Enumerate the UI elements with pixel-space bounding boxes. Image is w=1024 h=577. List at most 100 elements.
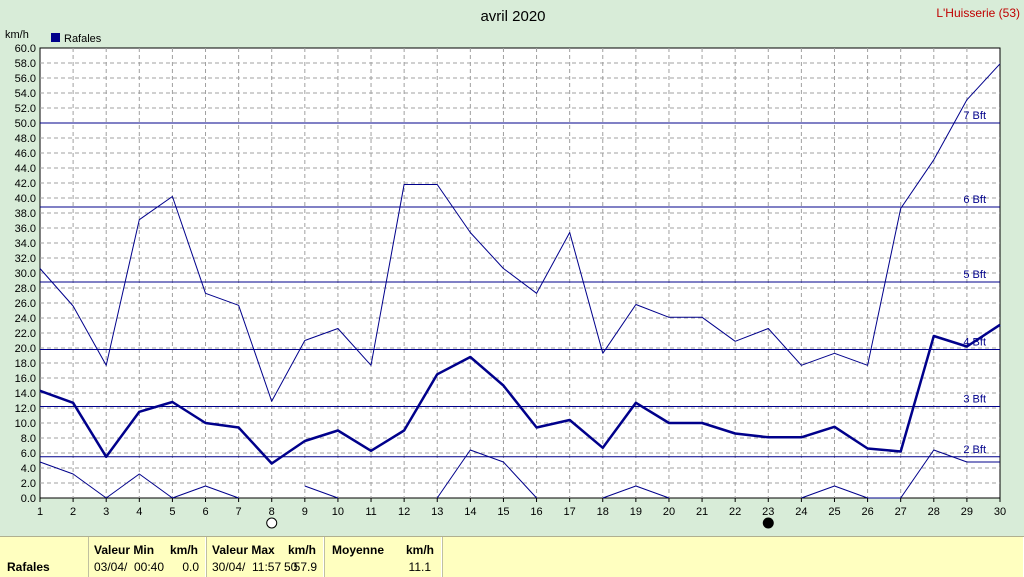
y-tick-label: 22.0 <box>15 328 36 340</box>
min-header: Valeur Min <box>94 543 155 557</box>
new-moon-icon <box>762 517 774 529</box>
x-tick-label: 20 <box>663 506 675 518</box>
x-tick-label: 28 <box>928 506 940 518</box>
y-tick-label: 32.0 <box>15 253 36 265</box>
max-date: 30/04/ <box>212 560 246 574</box>
x-tick-label: 14 <box>464 506 476 518</box>
footer-max-cell: Valeur Max km/h 30/04/ 11:57 50 57.9 <box>206 537 324 577</box>
footer-empty-cell <box>442 537 1024 577</box>
min-unit: km/h <box>170 543 199 557</box>
y-tick-label: 4.0 <box>21 463 36 475</box>
max-time: 11:57 <box>252 560 282 574</box>
x-tick-label: 11 <box>365 506 376 518</box>
x-tick-label: 7 <box>236 506 242 518</box>
beaufort-label: 6 Bft <box>963 194 986 206</box>
y-tick-label: 26.0 <box>15 298 36 310</box>
y-tick-label: 38.0 <box>15 208 36 220</box>
y-tick-label: 54.0 <box>15 88 36 100</box>
x-tick-label: 6 <box>202 506 208 518</box>
footer-label-cell: Rafales <box>0 537 88 577</box>
x-tick-label: 10 <box>332 506 344 518</box>
footer-min-cell: Valeur Min km/h 03/04/ 00:40 0.0 <box>88 537 206 577</box>
x-tick-label: 25 <box>828 506 840 518</box>
y-tick-label: 30.0 <box>15 268 36 280</box>
x-tick-label: 24 <box>795 506 807 518</box>
y-tick-label: 16.0 <box>15 373 36 385</box>
series-line-min <box>39 461 239 499</box>
mean-unit: km/h <box>406 543 435 557</box>
beaufort-label: 3 Bft <box>963 394 986 406</box>
x-tick-label: 16 <box>530 506 542 518</box>
series-line-min <box>436 449 537 499</box>
mean-header: Moyenne <box>332 543 385 557</box>
x-tick-label: 22 <box>729 506 741 518</box>
x-tick-label: 1 <box>37 506 43 518</box>
legend-label: Rafales <box>64 33 102 45</box>
min-value: 0.0 <box>182 560 199 574</box>
y-tick-label: 6.0 <box>21 448 36 460</box>
x-tick-label: 3 <box>103 506 109 518</box>
series-line-min <box>304 485 339 499</box>
legend-swatch <box>51 33 60 42</box>
y-axis-label: km/h <box>5 29 29 41</box>
y-tick-label: 50.0 <box>15 118 36 130</box>
full-moon-icon <box>266 517 278 529</box>
y-tick-label: 12.0 <box>15 403 36 415</box>
y-tick-label: 10.0 <box>15 418 36 430</box>
x-tick-label: 8 <box>269 506 275 518</box>
y-tick-label: 44.0 <box>15 163 36 175</box>
y-tick-label: 28.0 <box>15 283 36 295</box>
moon-phases <box>266 517 774 529</box>
max-header: Valeur Max <box>212 543 275 557</box>
x-tick-label: 26 <box>861 506 873 518</box>
beaufort-label: 2 Bft <box>963 444 986 456</box>
y-tick-label: 40.0 <box>15 193 36 205</box>
series-line-min <box>602 485 670 499</box>
x-tick-label: 13 <box>431 506 443 518</box>
x-tick-label: 29 <box>961 506 973 518</box>
y-tick-label: 2.0 <box>21 478 36 490</box>
x-tick-label: 17 <box>564 506 576 518</box>
y-tick-label: 8.0 <box>21 433 36 445</box>
max-time-end: 50 <box>284 560 298 574</box>
y-tick-label: 34.0 <box>15 238 36 250</box>
y-tick-label: 52.0 <box>15 103 36 115</box>
beaufort-label: 7 Bft <box>963 110 986 122</box>
x-tick-label: 21 <box>696 506 708 518</box>
y-tick-label: 46.0 <box>15 148 36 160</box>
series-line-mean <box>39 323 1001 465</box>
footer-row-label: Rafales <box>7 560 50 574</box>
x-tick-label: 5 <box>169 506 175 518</box>
series-line-max <box>39 63 1001 402</box>
x-tick-label: 23 <box>762 506 774 518</box>
x-tick-label: 19 <box>630 506 642 518</box>
x-tick-label: 30 <box>994 506 1006 518</box>
chart-title: avril 2020 <box>480 8 545 25</box>
grid <box>40 48 1000 498</box>
y-tick-label: 58.0 <box>15 58 36 70</box>
min-time: 00:40 <box>134 560 165 574</box>
x-tick-label: 18 <box>597 506 609 518</box>
x-tick-label: 9 <box>302 506 308 518</box>
y-tick-label: 18.0 <box>15 358 36 370</box>
x-tick-label: 12 <box>398 506 410 518</box>
y-tick-label: 48.0 <box>15 133 36 145</box>
y-tick-label: 42.0 <box>15 178 36 190</box>
y-tick-label: 60.0 <box>15 43 36 55</box>
x-tick-label: 4 <box>136 506 142 518</box>
y-tick-label: 20.0 <box>15 343 36 355</box>
station-name: L'Huisserie (53) <box>936 6 1020 20</box>
max-unit: km/h <box>288 543 317 557</box>
mean-value: 11.1 <box>408 560 431 574</box>
axes: 0.0 2.0 4.0 6.0 8.0 10.0 12.0 14.0 16.0 18.0 20.0 2… <box>15 43 1007 518</box>
beaufort-label: 5 Bft <box>963 269 986 281</box>
y-tick-label: 0.0 <box>21 493 36 505</box>
max-value: 57.9 <box>293 560 317 574</box>
y-tick-label: 24.0 <box>15 313 36 325</box>
summary-footer: Rafales Valeur Min km/h 03/04/ 00:40 0.0… <box>0 536 1024 577</box>
y-tick-label: 36.0 <box>15 223 36 235</box>
y-tick-label: 14.0 <box>15 388 36 400</box>
min-date: 03/04/ <box>94 560 128 574</box>
y-tick-label: 56.0 <box>15 73 36 85</box>
